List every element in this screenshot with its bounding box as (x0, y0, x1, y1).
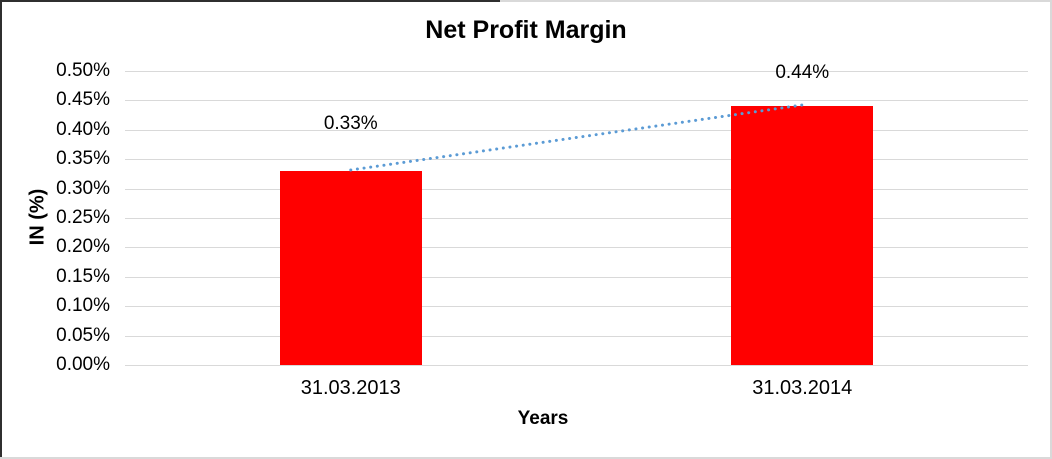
frame-border-left (0, 0, 2, 459)
bar-value-label: 0.44% (775, 62, 830, 83)
x-axis-category-label: 31.03.2014 (752, 377, 853, 399)
gridline (125, 276, 1028, 278)
y-axis-tick-label: 0.50% (56, 60, 110, 81)
frame-border-bottom (0, 457, 1052, 459)
frame-border-top-dark (0, 0, 500, 2)
frame-border-right (1050, 0, 1052, 459)
y-axis-tick-label: 0.00% (56, 354, 110, 375)
gridline (125, 365, 1028, 366)
x-axis-category-label: 31.03.2013 (300, 377, 401, 399)
frame-border-top-light (500, 0, 1052, 2)
y-axis-tick-label: 0.40% (56, 118, 110, 140)
bar-value-label: 0.33% (323, 113, 378, 134)
chart-title: Net Profit Margin (425, 16, 627, 44)
gridline (125, 247, 1028, 249)
gridline (125, 71, 1028, 72)
gridline (125, 100, 1028, 102)
bar (279, 171, 422, 365)
y-axis-tick-label: 0.15% (56, 265, 110, 287)
y-axis-tick-label: 0.20% (56, 236, 110, 258)
gridline (125, 159, 1028, 161)
y-axis-tick-label: 0.30% (56, 177, 110, 199)
y-axis-tick-label: 0.45% (56, 89, 110, 111)
bar (731, 106, 874, 365)
gridline (125, 129, 1028, 131)
y-axis-tick-label: 0.05% (56, 324, 110, 346)
y-axis-tick-label: 0.25% (56, 207, 110, 228)
y-axis-tick-label: 0.35% (56, 148, 110, 170)
gridline (125, 335, 1028, 337)
gridline (125, 218, 1028, 219)
x-axis-title: Years (517, 408, 569, 429)
trendline (349, 103, 804, 172)
gridline (125, 188, 1028, 190)
gridline (125, 306, 1028, 308)
y-axis-tick-label: 0.10% (56, 295, 110, 317)
